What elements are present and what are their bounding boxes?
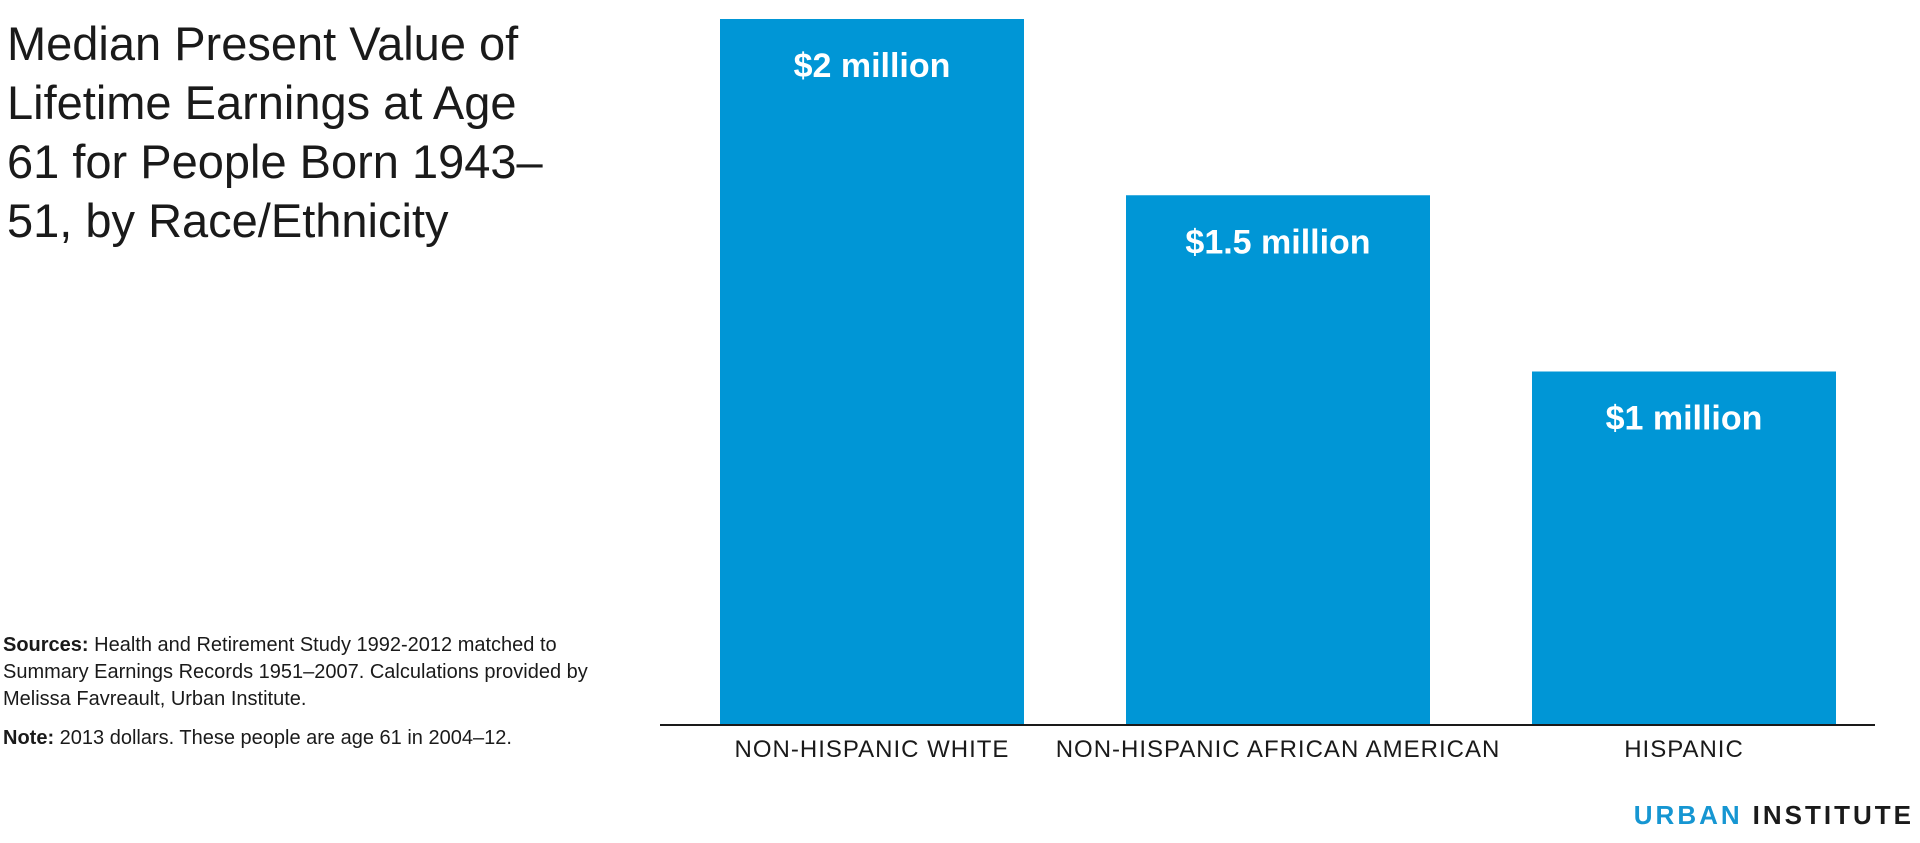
sources-note: Sources: Health and Retirement Study 199… [3,632,593,713]
bar-3 [1532,371,1836,724]
sources-label: Sources: [3,634,89,656]
note-text: 2013 dollars. These people are age 61 in… [59,727,512,749]
logo-word-urban: URBAN [1633,800,1743,830]
category-label-3: HISPANIC [1624,736,1744,763]
bar-value-label-1: $2 million [794,47,951,85]
bar-value-label-2: $1.5 million [1185,223,1370,261]
urban-institute-logo: URBAN INSTITUTE [1634,800,1914,831]
category-label-1: NON-HISPANIC WHITE [735,736,1010,763]
category-label-2: NON-HISPANIC AFRICAN AMERICAN [1056,736,1501,763]
note-label: Note: [3,727,55,749]
bar-1 [720,19,1024,724]
notes-block: Sources: Health and Retirement Study 199… [3,632,593,764]
bar-value-label-3: $1 million [1606,400,1763,438]
bars-group: $2 million $1.5 million $1 million [720,19,1836,724]
dollar-note: Note: 2013 dollars. These people are age… [3,725,593,752]
logo-word-institute: INSTITUTE [1752,800,1914,830]
sources-text: Health and Retirement Study 1992-2012 ma… [3,634,588,710]
bar-2 [1126,195,1430,724]
category-labels-group: NON-HISPANIC WHITE NON-HISPANIC AFRICAN A… [735,736,1744,763]
chart-title: Median Present Value of Lifetime Earning… [7,17,543,247]
